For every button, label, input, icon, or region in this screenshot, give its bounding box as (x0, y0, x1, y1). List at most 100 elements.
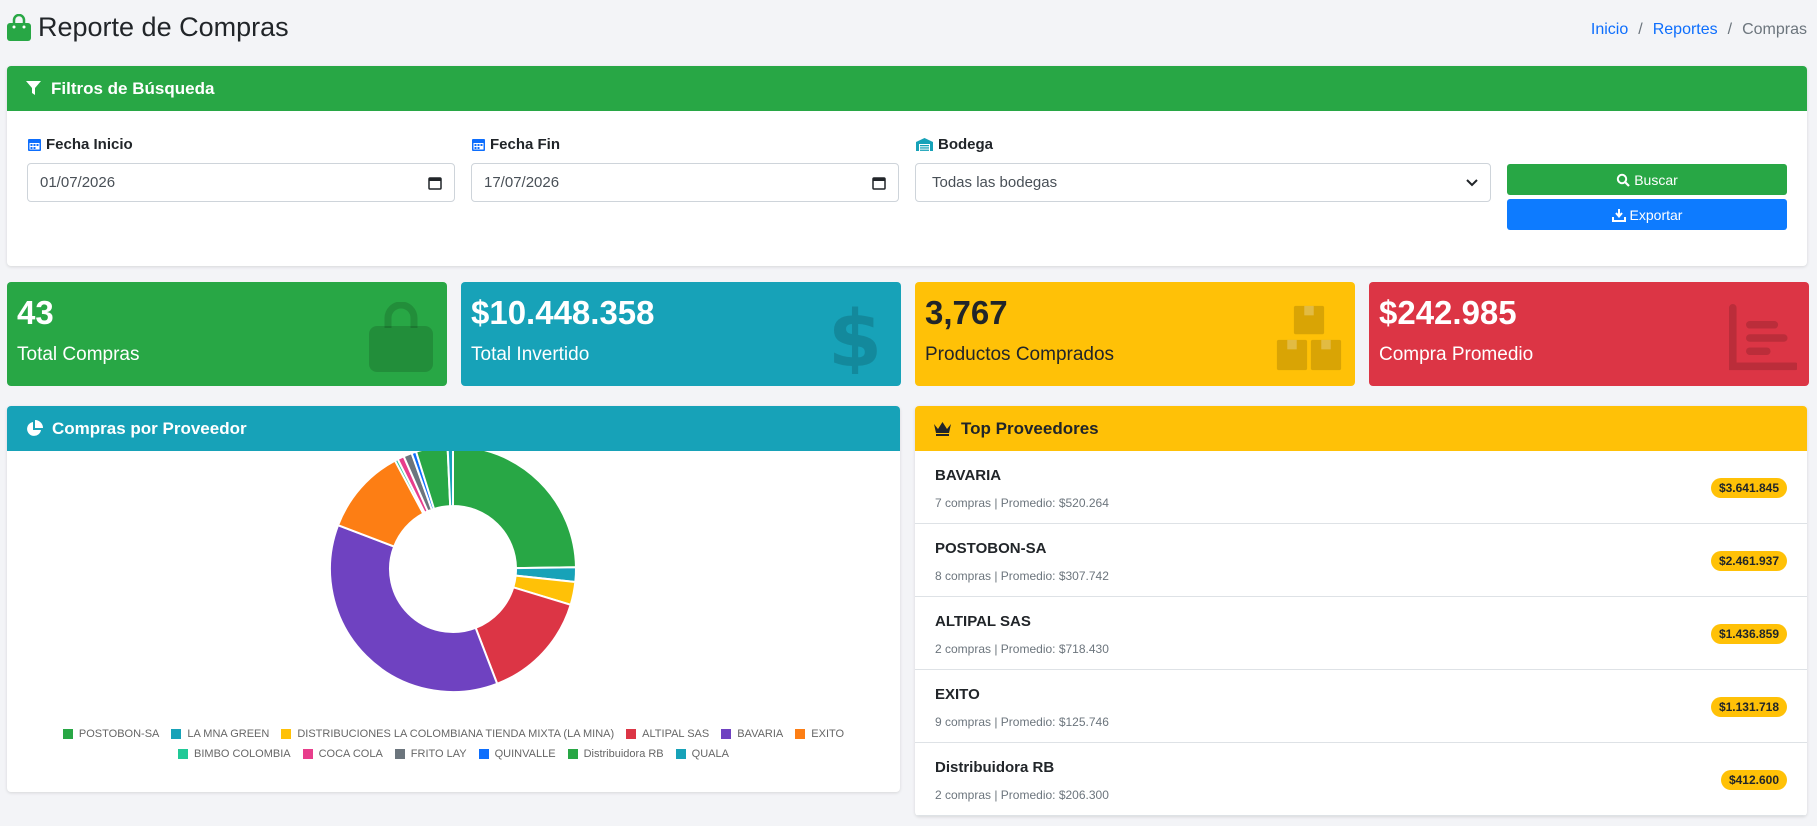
exportar-label: Exportar (1629, 206, 1683, 223)
legend-swatch (675, 749, 686, 759)
bodega-group: Bodega Todas las bodegas (915, 136, 1491, 202)
chart-header: Compras por Proveedor (7, 406, 900, 451)
stat-label: Total Invertido (471, 344, 590, 365)
legend-item[interactable]: DISTRIBUCIONES LA COLOMBIANA TIENDA MIXT… (281, 728, 614, 740)
chart-title: Compras por Proveedor (52, 418, 247, 438)
legend-item[interactable]: BIMBO COLOMBIA (178, 748, 291, 760)
legend-label: QUALA (691, 748, 729, 760)
breadcrumb-separator: / (1727, 21, 1733, 38)
donut-slice[interactable] (446, 451, 454, 508)
svg-text:$: $ (828, 302, 882, 374)
stat-label: Productos Comprados (925, 344, 1115, 365)
legend-swatch (178, 749, 189, 759)
chart-legend: POSTOBON-SA LA MNA GREEN DISTRIBUCIONES LA… (7, 728, 900, 760)
page-title: Reporte de Compras (6, 12, 1807, 43)
dollar-sign-icon: $ (828, 302, 882, 374)
legend-label: DISTRIBUCIONES LA COLOMBIANA TIENDA MIXT… (297, 728, 615, 740)
legend-item[interactable]: ALTIPAL SAS (626, 728, 709, 740)
legend-item[interactable]: EXITO (795, 728, 844, 740)
proveedor-meta: 9 compras | Promedio: $125.746 (935, 715, 1109, 729)
calendar-picker-icon[interactable] (872, 176, 886, 190)
shopping-bag-icon (7, 13, 31, 41)
crown-icon (934, 422, 951, 436)
fecha-inicio-group: Fecha Inicio 01/07/2026 (27, 136, 455, 202)
legend-swatch (62, 729, 73, 739)
legend-item[interactable]: COCA COLA (302, 748, 383, 760)
proveedor-total-badge: $2.461.937 (1710, 551, 1787, 571)
fecha-inicio-label: Fecha Inicio (27, 136, 455, 153)
warehouse-icon (916, 138, 933, 151)
legend-label: BIMBO COLOMBIA (194, 748, 291, 760)
legend-item[interactable]: BAVARIA (721, 728, 783, 740)
top-proveedores-card: Top Proveedores BAVARIA 7 compras | Prome… (915, 406, 1807, 816)
filter-icon (26, 81, 41, 95)
legend-swatch (302, 749, 313, 759)
top-title: Top Proveedores (961, 418, 1099, 438)
filters-title: Filtros de Búsqueda (51, 78, 215, 98)
stat-label: Total Compras (17, 344, 140, 365)
search-icon (1617, 173, 1630, 187)
legend-label: POSTOBON-SA (78, 728, 160, 740)
shopping-bag-icon (369, 302, 433, 372)
legend-swatch (795, 729, 806, 739)
breadcrumb-current: Compras (1742, 21, 1807, 38)
donut-slice[interactable] (329, 523, 499, 693)
download-icon (1611, 208, 1626, 222)
legend-item[interactable]: FRITO LAY (394, 748, 467, 760)
legend-label: EXITO (811, 728, 845, 740)
page-header: Reporte de Compras Inicio / Reportes / C… (6, 12, 1807, 52)
fecha-inicio-value: 01/07/2026 (40, 174, 116, 191)
buscar-button[interactable]: Buscar (1507, 164, 1787, 195)
donut-slice[interactable] (452, 451, 578, 570)
chart-card: Compras por Proveedor POSTOBON-SA LA MNA … (7, 406, 900, 792)
list-item: ALTIPAL SAS 2 compras | Promedio: $718.43… (915, 597, 1807, 670)
calendar-picker-icon[interactable] (428, 176, 442, 190)
legend-item[interactable]: POSTOBON-SA (62, 728, 160, 740)
fecha-fin-label-text: Fecha Fin (490, 136, 561, 153)
page-title-text: Reporte de Compras (38, 12, 289, 42)
proveedor-meta: 8 compras | Promedio: $307.742 (935, 569, 1109, 583)
fecha-fin-label: Fecha Fin (471, 136, 899, 153)
legend-swatch (394, 749, 405, 759)
list-item: EXITO 9 compras | Promedio: $125.746 $1.13… (915, 670, 1807, 743)
proveedor-name: POSTOBON-SA (935, 540, 1047, 557)
fecha-fin-input[interactable]: 17/07/2026 (471, 163, 899, 202)
legend-label: QUINVALLE (494, 748, 556, 760)
breadcrumb-separator: / (1638, 21, 1643, 38)
fecha-fin-value: 17/07/2026 (484, 174, 560, 191)
stat-value: $242.985 (1379, 294, 1517, 331)
legend-label: FRITO LAY (410, 748, 467, 760)
bar-chart-icon (1729, 304, 1797, 371)
legend-swatch (721, 729, 732, 739)
breadcrumb-reportes[interactable]: Reportes (1652, 21, 1718, 38)
bodega-label: Bodega (915, 136, 1491, 153)
proveedor-name: EXITO (935, 686, 980, 703)
list-item: Distribuidora RB 2 compras | Promedio: $2… (915, 743, 1807, 816)
fecha-fin-group: Fecha Fin 17/07/2026 (471, 136, 899, 202)
legend-row: POSTOBON-SA LA MNA GREEN DISTRIBUCIONES LA… (62, 728, 844, 740)
stat-productos: 3,767 Productos Comprados (915, 282, 1355, 386)
stat-promedio: $242.985 Compra Promedio (1369, 282, 1809, 386)
legend-swatch (171, 729, 182, 739)
stat-value: 43 (17, 294, 54, 331)
legend-label: BAVARIA (737, 728, 784, 740)
bodega-select[interactable]: Todas las bodegas (915, 163, 1491, 202)
proveedor-total-badge: $412.600 (1720, 770, 1787, 790)
buscar-label: Buscar (1634, 171, 1678, 188)
proveedor-name: Distribuidora RB (935, 759, 1055, 776)
legend-label: Distribuidora RB (583, 748, 664, 760)
pie-chart-icon (27, 419, 43, 436)
legend-item[interactable]: QUINVALLE (478, 748, 556, 760)
fecha-inicio-label-text: Fecha Inicio (46, 136, 133, 153)
exportar-button[interactable]: Exportar (1507, 199, 1787, 230)
breadcrumb-inicio[interactable]: Inicio (1590, 21, 1629, 38)
legend-item[interactable]: QUALA (675, 748, 729, 760)
stat-value: 3,767 (925, 294, 1008, 331)
fecha-inicio-input[interactable]: 01/07/2026 (27, 163, 455, 202)
legend-item[interactable]: LA MNA GREEN (171, 728, 269, 740)
legend-label: COCA COLA (318, 748, 383, 760)
legend-item[interactable]: Distribuidora RB (567, 748, 664, 760)
list-item: POSTOBON-SA 8 compras | Promedio: $307.74… (915, 524, 1807, 597)
proveedor-meta: 2 compras | Promedio: $206.300 (935, 788, 1109, 802)
proveedor-name: ALTIPAL SAS (935, 613, 1031, 630)
